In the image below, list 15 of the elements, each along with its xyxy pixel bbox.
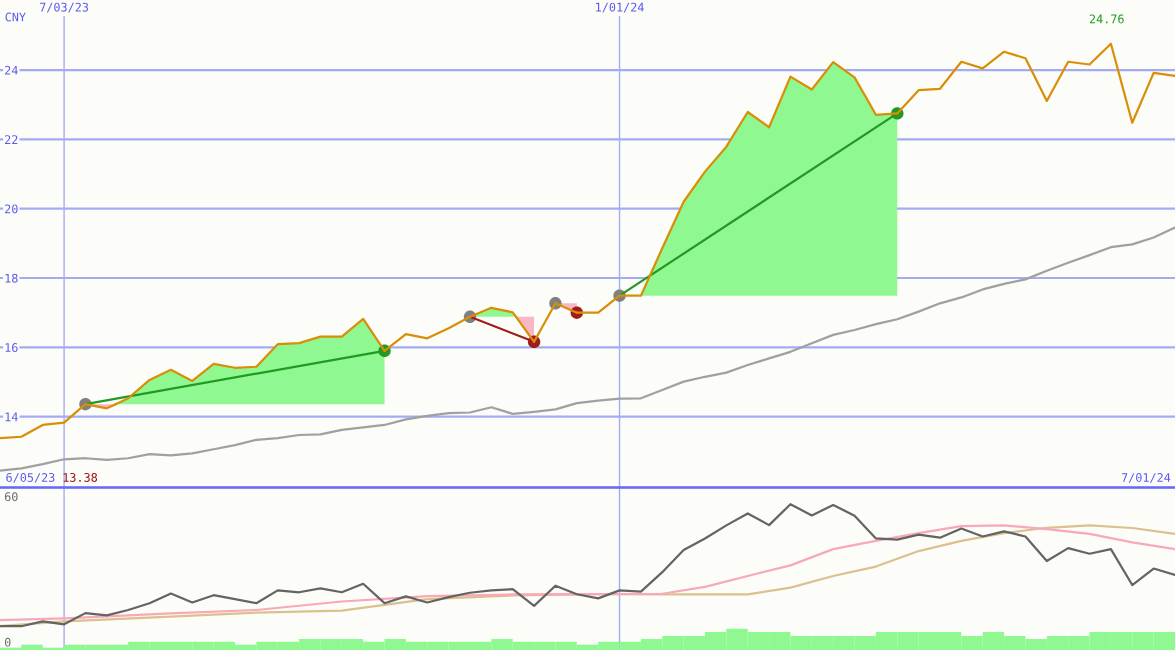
y-tick-label: 24 — [5, 65, 18, 75]
y-axis-title: CNY — [5, 12, 26, 22]
annotation: 6/05/23 — [6, 473, 55, 483]
x-tick-label: 1/01/24 — [596, 2, 644, 13]
annotation: 24.76 — [1089, 14, 1124, 24]
y-tick-label: 18 — [5, 273, 18, 283]
y-tick-label: 22 — [5, 135, 18, 144]
y-tick-label: 60 — [4, 492, 18, 502]
y-tick-label: 0 — [4, 637, 11, 647]
x-tick-label: 7/03/23 — [40, 2, 89, 13]
y-tick-label: 20 — [5, 204, 18, 214]
y-tick-label: 16 — [5, 343, 18, 353]
annotation: 13.38 — [63, 473, 98, 482]
y-tick-label: 14 — [5, 412, 18, 422]
annotation: 7/01/24 — [1121, 473, 1171, 483]
